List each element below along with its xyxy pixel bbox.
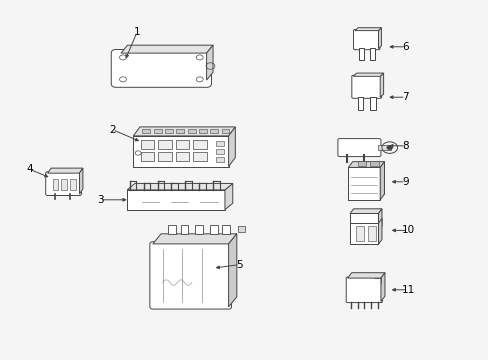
Bar [357, 97, 362, 110]
FancyBboxPatch shape [337, 139, 380, 157]
Polygon shape [347, 273, 384, 278]
Bar [61, 179, 67, 190]
FancyBboxPatch shape [353, 30, 379, 50]
Text: 7: 7 [402, 92, 408, 102]
Bar [187, 129, 195, 133]
FancyBboxPatch shape [346, 277, 382, 302]
Bar [127, 190, 224, 210]
Bar [369, 48, 374, 60]
Bar [216, 157, 223, 162]
Text: 5: 5 [236, 260, 243, 270]
FancyBboxPatch shape [111, 49, 211, 87]
Polygon shape [133, 127, 235, 136]
Polygon shape [347, 162, 384, 167]
Bar [153, 129, 162, 133]
Bar [53, 179, 59, 190]
Bar [168, 225, 176, 234]
Bar [377, 145, 390, 150]
Bar [358, 48, 363, 60]
Bar [216, 141, 223, 146]
Bar [70, 179, 76, 190]
Text: 2: 2 [109, 125, 116, 135]
Text: 9: 9 [402, 177, 408, 187]
Bar [180, 225, 188, 234]
Text: 6: 6 [402, 42, 408, 52]
Bar [216, 149, 223, 154]
Bar [367, 226, 375, 241]
Bar [210, 129, 218, 133]
Bar [158, 152, 172, 161]
Text: 4: 4 [26, 164, 33, 174]
Polygon shape [206, 45, 213, 80]
Polygon shape [48, 168, 83, 173]
Bar [133, 136, 228, 166]
Bar [193, 152, 207, 161]
Text: 10: 10 [401, 225, 414, 235]
Polygon shape [79, 168, 83, 194]
Polygon shape [380, 73, 383, 97]
Bar [199, 129, 206, 133]
FancyBboxPatch shape [45, 172, 81, 195]
Bar [176, 152, 189, 161]
Bar [209, 225, 217, 234]
Bar [370, 97, 375, 110]
Bar [349, 213, 378, 231]
Polygon shape [380, 162, 384, 200]
FancyBboxPatch shape [351, 75, 381, 98]
Polygon shape [378, 209, 381, 231]
Polygon shape [228, 234, 236, 307]
Bar [195, 225, 203, 234]
Text: 8: 8 [402, 141, 408, 151]
Polygon shape [354, 28, 381, 31]
Bar [349, 223, 378, 244]
Polygon shape [224, 184, 232, 210]
Bar [176, 129, 184, 133]
Bar [193, 140, 207, 149]
Polygon shape [349, 209, 381, 213]
Text: 11: 11 [401, 285, 414, 295]
Text: 3: 3 [97, 195, 103, 205]
Polygon shape [352, 73, 383, 76]
Bar [141, 152, 154, 161]
FancyBboxPatch shape [149, 242, 231, 309]
Text: 1: 1 [133, 27, 140, 37]
Bar [355, 226, 363, 241]
Polygon shape [380, 273, 384, 302]
Bar [142, 129, 150, 133]
Bar [237, 225, 244, 232]
Polygon shape [228, 127, 235, 166]
Bar [176, 140, 189, 149]
Bar [357, 161, 366, 166]
Bar [164, 129, 173, 133]
Bar [347, 167, 380, 200]
Bar [141, 140, 154, 149]
Bar [369, 161, 378, 166]
Polygon shape [378, 219, 381, 244]
Bar [158, 140, 172, 149]
Polygon shape [152, 234, 236, 244]
Polygon shape [127, 184, 232, 190]
Bar [222, 225, 229, 234]
Bar [221, 129, 229, 133]
Polygon shape [121, 45, 213, 53]
Polygon shape [378, 28, 381, 49]
Circle shape [386, 145, 392, 150]
